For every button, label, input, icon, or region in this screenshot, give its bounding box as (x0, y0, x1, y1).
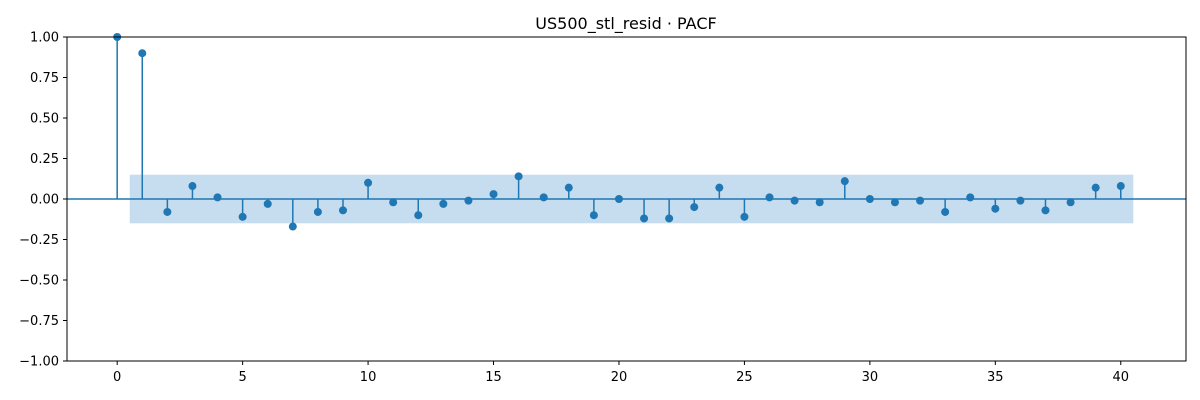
y-tick-label: 0.50 (30, 112, 59, 127)
x-tick-label: 5 (238, 370, 246, 385)
stem-marker-lag-28 (815, 198, 824, 207)
stem-marker-lag-29 (840, 177, 849, 186)
stem-marker-lag-1 (138, 49, 147, 58)
stem-marker-lag-38 (1066, 198, 1075, 207)
stem-marker-lag-21 (640, 214, 649, 223)
x-tick-label: 15 (485, 370, 502, 385)
stem-marker-lag-35 (991, 204, 1000, 213)
stem-marker-lag-23 (690, 203, 699, 212)
stem-marker-lag-22 (665, 214, 674, 223)
stem-marker-lag-40 (1116, 182, 1125, 191)
y-tick-label: 0.25 (30, 152, 59, 167)
y-tick-label: 1.00 (30, 31, 59, 46)
stem-marker-lag-32 (916, 196, 925, 205)
x-axis-ticks: 0 5 10 15 20 25 30 35 40 (113, 361, 1129, 385)
y-tick-label: −0.75 (19, 314, 59, 329)
stem-marker-lag-14 (464, 196, 473, 205)
x-tick-label: 0 (113, 370, 121, 385)
stem-marker-lag-10 (364, 178, 373, 187)
stem-marker-lag-15 (489, 190, 498, 199)
stem-marker-lag-2 (163, 207, 172, 216)
stem-marker-lag-26 (765, 193, 774, 202)
stem-marker-lag-12 (414, 211, 423, 220)
stem-marker-lag-7 (288, 222, 297, 231)
stem-marker-lag-25 (740, 212, 749, 221)
stem-marker-lag-36 (1016, 196, 1025, 205)
stem-marker-lag-37 (1041, 206, 1050, 215)
stem-marker-lag-30 (865, 195, 874, 203)
stem-marker-lag-6 (263, 199, 272, 208)
chart-title: US500_stl_resid · PACF (535, 14, 716, 34)
x-tick-label: 35 (987, 370, 1004, 385)
x-tick-label: 20 (611, 370, 628, 385)
y-axis-ticks: −1.00 −0.75 −0.50 −0.25 0.00 0.25 0.50 0.75 1.00 (19, 31, 67, 370)
x-tick-label: 30 (862, 370, 879, 385)
stem-marker-lag-20 (614, 195, 623, 203)
stem-marker-lag-16 (514, 172, 523, 181)
y-tick-label: 0.00 (30, 193, 59, 208)
stem-marker-lag-5 (238, 212, 247, 221)
stem-marker-lag-13 (439, 199, 448, 208)
stem-marker-lag-4 (213, 193, 222, 202)
stem-marker-lag-18 (564, 183, 573, 192)
x-tick-label: 10 (360, 370, 377, 385)
stem-marker-lag-31 (890, 198, 899, 207)
stem-marker-lag-34 (966, 193, 975, 202)
stem-marker-lag-33 (941, 207, 950, 216)
stem-marker-lag-27 (790, 196, 799, 205)
stem-marker-lag-11 (389, 198, 398, 207)
y-tick-label: −0.25 (19, 233, 59, 248)
stem-marker-lag-3 (188, 182, 197, 191)
y-tick-label: 0.75 (30, 71, 59, 86)
y-tick-label: −0.50 (19, 274, 59, 289)
stem-marker-lag-17 (539, 193, 548, 202)
stem-marker-lag-39 (1091, 183, 1100, 192)
x-tick-label: 25 (736, 370, 753, 385)
stem-marker-lag-8 (313, 207, 322, 216)
y-tick-label: −1.00 (19, 355, 59, 370)
stem-marker-lag-19 (589, 211, 598, 220)
stem-marker-lag-9 (338, 206, 347, 215)
stem-marker-lag-24 (715, 183, 724, 192)
x-tick-label: 40 (1112, 370, 1129, 385)
